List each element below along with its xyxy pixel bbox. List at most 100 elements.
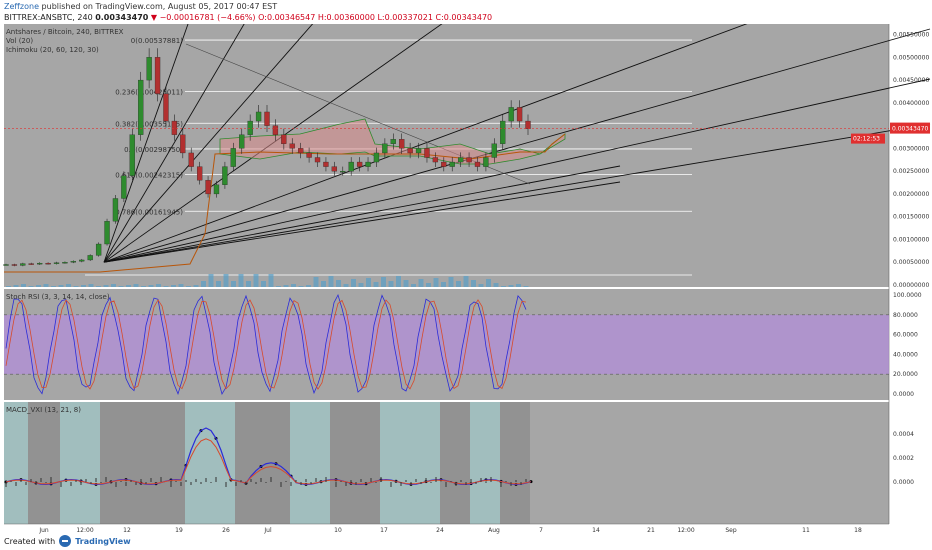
volume-bar: [238, 274, 244, 287]
volume-bar: [88, 284, 94, 287]
macd-shade: [60, 402, 100, 524]
price-candle: [264, 111, 270, 126]
ichimoku-baseline: [4, 133, 566, 273]
macd-shade: [235, 402, 290, 524]
volume-bar: [141, 286, 146, 287]
volume-bar: [6, 286, 11, 287]
price-candle: [348, 161, 354, 172]
macd-shade: [380, 402, 440, 524]
price-candle: [70, 261, 77, 263]
price-axis-tick: 0.00150000: [893, 214, 929, 221]
price-candle: [196, 166, 203, 181]
fan-line: [103, 123, 931, 263]
indicator-label-ichimoku: Ichimoku (20, 60, 120, 30): [6, 46, 99, 54]
macd-title: MACD_VXI (13, 21, 8): [6, 406, 81, 414]
volume-bar: [96, 286, 101, 287]
price-candle: [11, 264, 18, 266]
x-axis-tick: 21: [647, 527, 655, 534]
volume-bar: [28, 286, 34, 287]
macd-shade: [500, 402, 530, 524]
indicator-label-vol: Vol (20): [6, 37, 33, 45]
fan-line: [103, 78, 931, 263]
x-axis-tick: 18: [854, 527, 862, 534]
footer: Created with TradingView: [4, 535, 131, 547]
tradingview-brand[interactable]: TradingView: [75, 536, 131, 546]
price-candle: [20, 263, 26, 266]
price-candle: [314, 157, 321, 163]
macd-shade: [470, 402, 500, 524]
volume-bar: [493, 283, 499, 287]
price-candle: [112, 198, 119, 222]
volume-bar: [328, 276, 334, 287]
price-candle: [407, 148, 413, 154]
price-candle: [491, 143, 497, 158]
volume-bar: [471, 280, 476, 287]
macd-axis-tick: 0.0002: [893, 455, 914, 462]
price-axis-tick: 0.00400000: [893, 100, 929, 107]
price-axis-tick: 0.00500000: [893, 54, 929, 61]
volume-bar: [343, 284, 349, 287]
created-with-text: Created with: [4, 536, 56, 546]
volume-bar: [51, 286, 56, 287]
price-candle: [95, 243, 102, 256]
fib-level-label: 0(0.00537881): [131, 37, 183, 45]
stoch-axis-tick: 60.0000: [893, 332, 918, 339]
publish-info: Zeffzone published on TradingView.com, A…: [4, 2, 277, 11]
volume-bar: [73, 286, 79, 287]
price-tag: [890, 122, 930, 134]
chart-canvas[interactable]: 0.00550000 0.00500000 0.00450000 0.00400000…: [0, 24, 932, 534]
macd-shade: [290, 402, 330, 524]
volume-bar: [351, 279, 356, 287]
volume-bar: [246, 281, 251, 287]
x-axis-tick: 14: [592, 527, 600, 534]
volume-bar: [163, 286, 169, 287]
volume-bar: [193, 285, 199, 287]
price-axis-tick: 0.00550000: [893, 32, 929, 39]
price-candle: [516, 107, 523, 122]
price-candle: [390, 139, 396, 144]
price-candle: [79, 259, 85, 262]
price-axis-tick: 0.00200000: [893, 191, 929, 198]
symbol-line: BITTREX:ANSBTC, 240: [4, 13, 93, 22]
macd-shade: [330, 402, 380, 524]
price-candle: [424, 148, 430, 158]
x-axis-tick: 7: [539, 527, 543, 534]
x-axis-tick: Jun: [38, 527, 49, 534]
price-candle: [188, 152, 194, 167]
price-candle: [37, 262, 43, 265]
x-axis-tick: Jul: [263, 527, 272, 534]
price-candle: [62, 262, 68, 264]
price-candle: [213, 184, 220, 195]
volume-bar: [501, 286, 506, 287]
price-candle: [331, 166, 338, 172]
price-candle: [289, 143, 295, 149]
author-link[interactable]: Zeffzone: [4, 2, 39, 11]
volume-bar: [66, 284, 71, 287]
price-candle: [323, 161, 329, 167]
price-candle: [28, 263, 34, 265]
volume-bar: [441, 282, 446, 287]
macd-shade: [185, 402, 235, 524]
price-candle: [441, 161, 447, 167]
fib-level-label: 0.786(0.00161945): [115, 208, 183, 216]
price-candle: [87, 255, 93, 261]
volume-bar: [21, 284, 26, 287]
price-candle: [121, 175, 127, 199]
volume-bar: [516, 284, 521, 287]
price-candle: [205, 180, 211, 195]
macd-shade: [4, 402, 28, 524]
stoch-axis-tick: 0.0000: [893, 391, 914, 398]
volume-bar: [186, 286, 191, 287]
volume-bar: [276, 286, 281, 287]
price-candle: [129, 134, 135, 176]
macd-signal-line: [5, 438, 532, 485]
volume-bar: [231, 281, 236, 287]
price-candle: [45, 262, 51, 265]
volume-bar: [403, 280, 409, 287]
price-candle: [53, 262, 60, 264]
price-candle: [154, 57, 161, 94]
price-candle: [163, 93, 169, 122]
x-axis-tick: Aug: [488, 527, 500, 534]
price-candle: [3, 264, 9, 266]
volume-bar: [433, 278, 439, 287]
